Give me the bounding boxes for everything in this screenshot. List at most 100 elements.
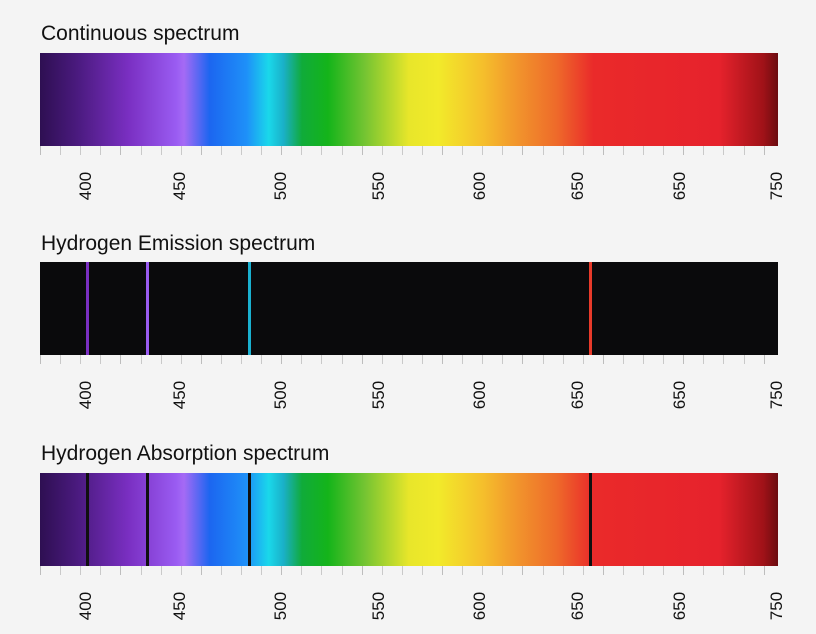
axis-tick [421,566,423,575]
tick-label-text: 450 [170,591,189,621]
tick-label-text: 600 [470,591,489,621]
axis-tick [361,566,363,575]
axis-tick [100,355,102,364]
axis-tick [442,566,443,575]
axis-tick [421,355,423,364]
axis-tick [482,566,484,575]
axis-tick [562,566,564,575]
axis-tick [663,146,665,155]
axis-tick [80,355,82,364]
axis-tick [743,566,745,575]
axis-tick [321,146,323,155]
axis-tick [602,566,604,575]
axis-tick [381,566,383,575]
axis-tick [241,146,242,155]
tick-label-text: 400 [76,380,95,410]
axis-tick [200,566,202,575]
wavelength-axis: 400 450 500 550 600 650 650 750 [40,566,786,630]
axis-tick [180,566,182,575]
axis-tick [723,146,725,155]
axis-tick [482,146,484,155]
axis-tick [401,566,403,575]
spectrum-band [40,53,778,146]
spectral-line [146,262,150,355]
axis-tick [140,146,142,155]
axis-tick [622,566,624,575]
axis-tick [723,355,725,364]
axis-tick [763,355,765,364]
axis-tick [180,355,182,364]
axis-tick [663,355,665,364]
tick-label-text: 450 [170,380,189,410]
tick-label-text: 550 [369,380,388,410]
axis-tick [502,355,504,364]
axis-tick [301,146,303,155]
axis-tick [100,146,102,155]
axis-tick [261,146,263,155]
spectral-line [146,473,150,566]
axis-tick [281,146,283,155]
axis-tick [462,355,464,364]
axis-tick [241,566,242,575]
spectral-line [589,262,592,355]
axis-tick [301,566,303,575]
axis-tick [703,355,705,364]
tick-label-text: 650 [670,591,689,621]
axis-tick [220,146,222,155]
axis-tick [361,146,363,155]
wavelength-axis: 400 450 500 550 600 650 650 750 [40,355,786,419]
axis-tick [361,355,363,364]
axis-tick [261,566,263,575]
axis-tick [643,566,644,575]
axis-tick [120,355,122,364]
axis-tick [120,566,122,575]
tick-label-text: 450 [170,171,189,201]
tick-label-text: 750 [767,591,786,621]
axis-tick [80,146,82,155]
tick-label-text: 650 [670,171,689,201]
axis-tick [401,355,403,364]
axis-tick [542,355,544,364]
axis-tick [261,355,263,364]
axis-tick [281,566,283,575]
spectrum-band [40,262,778,355]
axis-tick [442,355,443,364]
axis-tick [160,566,162,575]
axis-tick [60,566,62,575]
axis-tick [683,355,685,364]
axis-tick [462,566,464,575]
tick-label-text: 650 [568,171,587,201]
axis-tick [421,146,423,155]
axis-tick [522,146,524,155]
tick-label-text: 650 [568,591,587,621]
tick-label-text: 500 [271,380,290,410]
tick-label-text: 750 [767,380,786,410]
axis-tick [663,566,665,575]
tick-label-text: 600 [470,171,489,201]
tick-label-text: 400 [76,171,95,201]
axis-tick [220,355,222,364]
axis-tick [763,566,765,575]
axis-tick [582,566,584,575]
tick-label-text: 750 [767,171,786,201]
axis-tick [643,355,644,364]
axis-tick [622,146,624,155]
axis-tick [200,146,202,155]
tick-label-text: 500 [271,171,290,201]
axis-tick [542,146,544,155]
axis-tick [180,146,182,155]
tick-label-text: 550 [369,171,388,201]
panel-title: Continuous spectrum [41,22,240,45]
axis-tick [40,146,41,155]
axis-tick [743,355,745,364]
tick-label-text: 650 [670,380,689,410]
spectrum-band [40,473,778,566]
axis-tick [341,146,343,155]
axis-tick [763,146,765,155]
axis-tick [401,146,403,155]
axis-tick [301,355,303,364]
axis-tick [522,566,524,575]
axis-tick [160,355,162,364]
axis-tick [341,355,343,364]
axis-tick [542,566,544,575]
